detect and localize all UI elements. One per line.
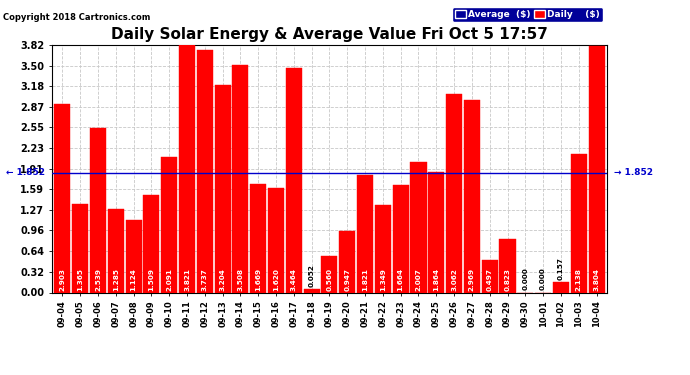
Bar bbox=[411, 162, 426, 292]
Text: 3.821: 3.821 bbox=[184, 268, 190, 291]
Title: Daily Solar Energy & Average Value Fri Oct 5 17:57: Daily Solar Energy & Average Value Fri O… bbox=[111, 27, 548, 42]
Bar bbox=[304, 289, 319, 292]
Text: 2.007: 2.007 bbox=[415, 268, 422, 291]
Bar bbox=[375, 205, 391, 292]
Bar bbox=[233, 65, 248, 292]
Text: 0.497: 0.497 bbox=[486, 268, 493, 291]
Bar bbox=[393, 185, 408, 292]
Bar bbox=[108, 209, 124, 292]
Text: ← 1.852: ← 1.852 bbox=[6, 168, 45, 177]
Bar bbox=[589, 46, 604, 292]
Text: 1.664: 1.664 bbox=[397, 267, 404, 291]
Text: 3.062: 3.062 bbox=[451, 268, 457, 291]
Text: 1.509: 1.509 bbox=[148, 267, 155, 291]
Text: 1.349: 1.349 bbox=[380, 268, 386, 291]
Bar bbox=[428, 172, 444, 292]
Text: 3.804: 3.804 bbox=[593, 268, 600, 291]
Bar bbox=[179, 45, 195, 292]
Bar bbox=[322, 256, 337, 292]
Text: → 1.852: → 1.852 bbox=[614, 168, 653, 177]
Bar bbox=[500, 239, 515, 292]
Bar bbox=[197, 50, 213, 292]
Text: 3.464: 3.464 bbox=[291, 268, 297, 291]
Bar bbox=[215, 85, 230, 292]
Bar bbox=[482, 260, 497, 292]
Text: 0.000: 0.000 bbox=[540, 267, 546, 290]
Text: 2.969: 2.969 bbox=[469, 267, 475, 291]
Text: 3.508: 3.508 bbox=[237, 267, 244, 291]
Text: 1.365: 1.365 bbox=[77, 267, 83, 291]
Text: 2.138: 2.138 bbox=[575, 268, 582, 291]
Bar bbox=[90, 128, 106, 292]
Text: 0.157: 0.157 bbox=[558, 257, 564, 280]
Text: 1.669: 1.669 bbox=[255, 267, 262, 291]
Text: 0.560: 0.560 bbox=[326, 267, 333, 291]
Bar bbox=[126, 220, 141, 292]
Bar bbox=[161, 157, 177, 292]
Bar bbox=[72, 204, 88, 292]
Bar bbox=[357, 174, 373, 292]
Text: 2.539: 2.539 bbox=[95, 267, 101, 291]
Text: 1.124: 1.124 bbox=[130, 268, 137, 291]
Text: 2.091: 2.091 bbox=[166, 268, 172, 291]
Bar bbox=[571, 154, 586, 292]
Bar bbox=[144, 195, 159, 292]
Text: 1.864: 1.864 bbox=[433, 267, 440, 291]
Bar bbox=[268, 188, 284, 292]
Text: 0.947: 0.947 bbox=[344, 268, 351, 291]
Bar bbox=[553, 282, 569, 292]
Text: 0.823: 0.823 bbox=[504, 268, 511, 291]
Text: 3.204: 3.204 bbox=[219, 268, 226, 291]
Bar bbox=[55, 104, 70, 292]
Text: 1.285: 1.285 bbox=[113, 267, 119, 291]
Text: 1.620: 1.620 bbox=[273, 268, 279, 291]
Text: 3.737: 3.737 bbox=[202, 268, 208, 291]
Text: 0.000: 0.000 bbox=[522, 267, 529, 290]
Text: Copyright 2018 Cartronics.com: Copyright 2018 Cartronics.com bbox=[3, 13, 151, 22]
Bar bbox=[250, 184, 266, 292]
Bar bbox=[286, 68, 302, 292]
Legend: Average  ($), Daily    ($): Average ($), Daily ($) bbox=[452, 8, 602, 22]
Bar bbox=[339, 231, 355, 292]
Bar bbox=[464, 100, 480, 292]
Text: 2.903: 2.903 bbox=[59, 268, 66, 291]
Bar bbox=[446, 94, 462, 292]
Text: 1.821: 1.821 bbox=[362, 268, 368, 291]
Text: 0.052: 0.052 bbox=[308, 264, 315, 286]
